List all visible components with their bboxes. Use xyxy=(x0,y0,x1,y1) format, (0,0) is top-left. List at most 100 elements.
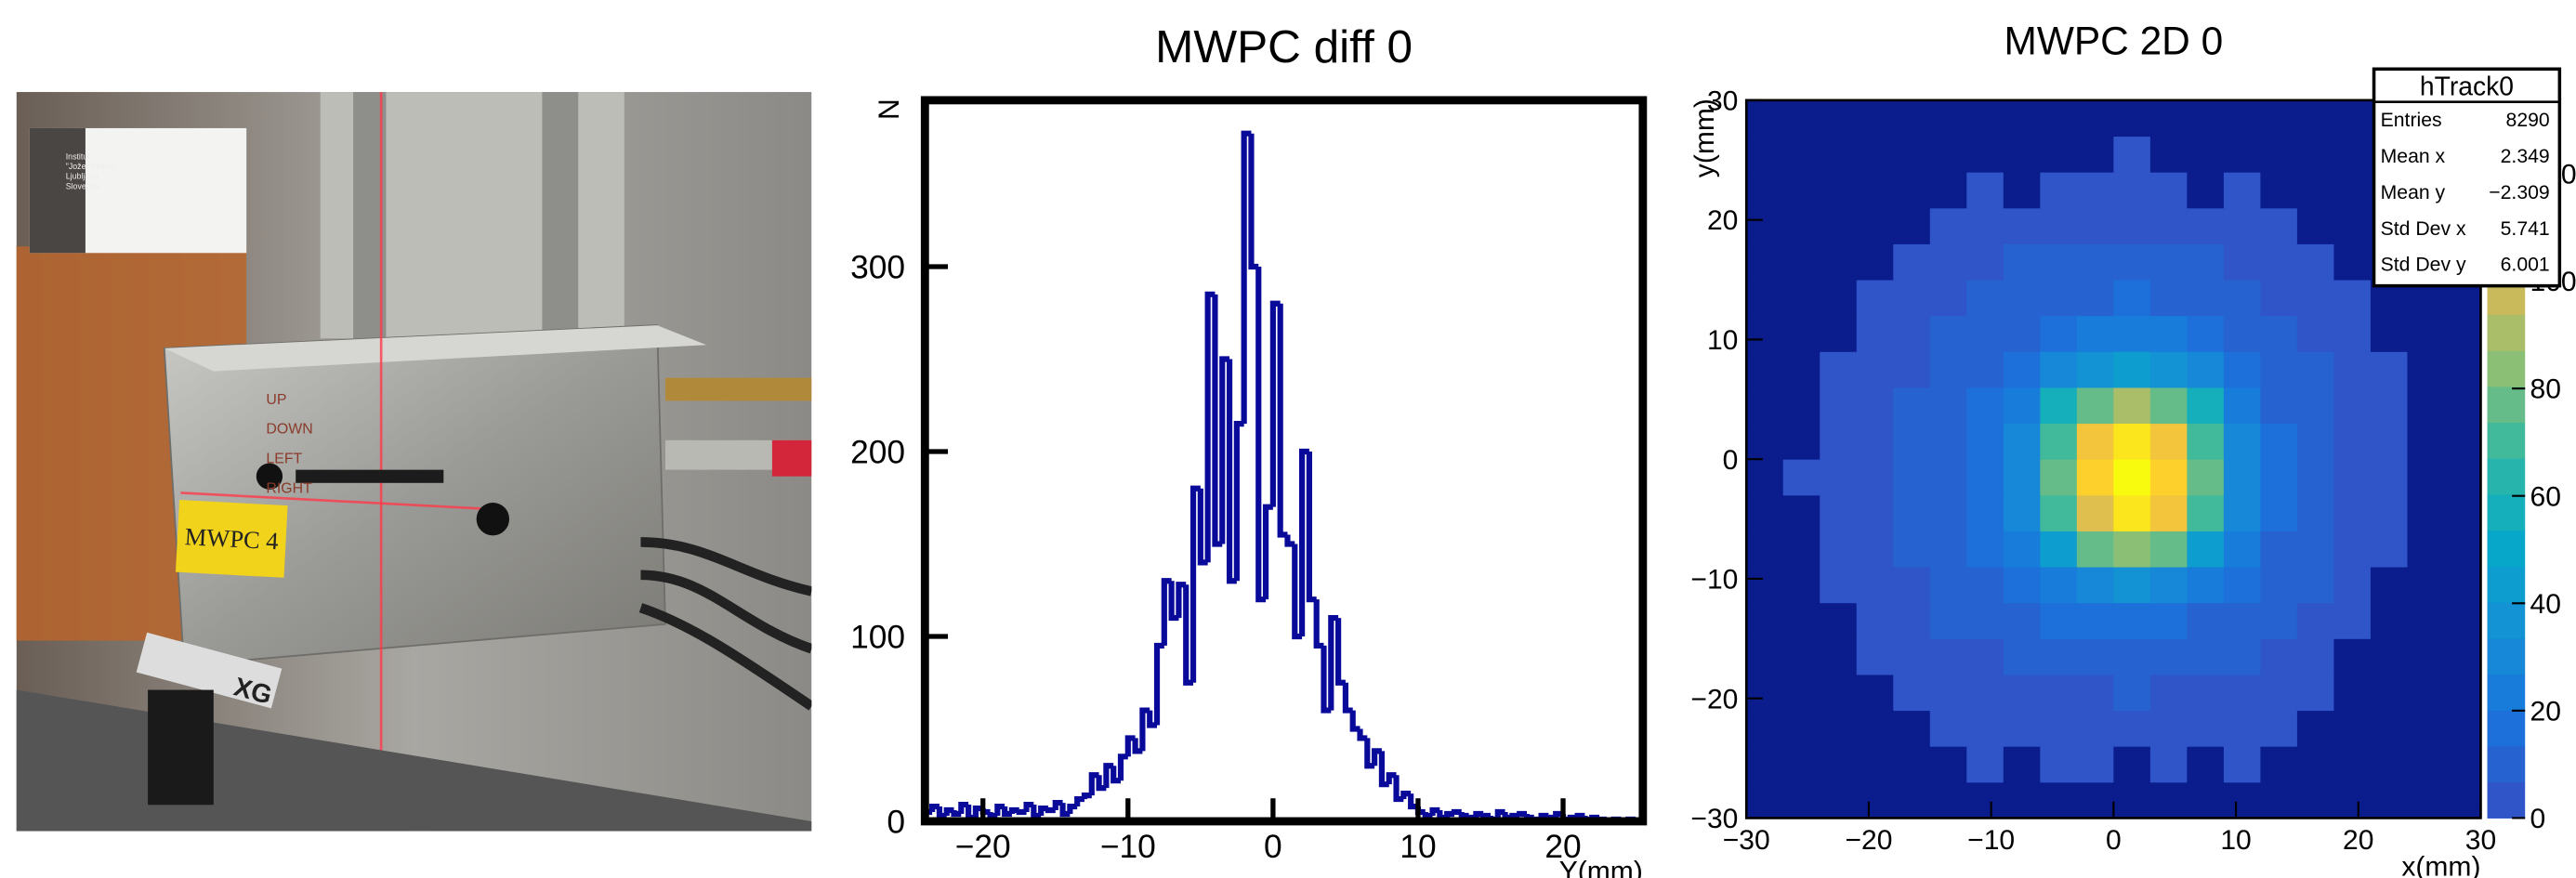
heatmap-cell xyxy=(1893,494,1931,531)
heatmap-cell xyxy=(2296,280,2334,317)
histogram-bin xyxy=(1335,618,1346,686)
heatmap-cell xyxy=(1966,494,2004,531)
y-tick-label: 100 xyxy=(850,619,905,655)
heatmap-cell xyxy=(2223,710,2261,747)
heatmap-cell xyxy=(2187,781,2225,819)
heatmap-cell xyxy=(2040,674,2078,712)
heatmap-cell xyxy=(2113,781,2151,819)
heatmap-cell xyxy=(2296,172,2334,209)
heatmap-cell xyxy=(2149,315,2188,352)
heatmap-cell xyxy=(1929,99,1967,138)
heatmap-cell xyxy=(1966,531,2004,568)
heatmap-cell xyxy=(1820,638,1858,675)
histogram-bin xyxy=(1277,303,1288,538)
stats-label: Std Dev x xyxy=(2381,218,2466,240)
histogram-bin xyxy=(1117,754,1128,781)
histogram-chart: MWPC diff 0 N Y(mm) 0 100 200 300 −20 −10 0 10 20 xyxy=(850,21,1648,878)
heatmap-cell xyxy=(2003,746,2041,783)
heatmap-cell xyxy=(1820,746,1858,783)
heatmap-cell xyxy=(1893,567,1931,604)
heatmap-cell xyxy=(1966,638,2004,675)
heatmap-cell xyxy=(2187,602,2225,639)
histogram-bin xyxy=(1357,728,1368,741)
heatmap-cell xyxy=(1746,781,1784,819)
heatmap-cell xyxy=(2370,387,2408,425)
heatmap-cell xyxy=(1746,567,1784,604)
heatmap-cell xyxy=(2076,136,2114,173)
heatmap-cell xyxy=(2040,638,2078,675)
heatmap-cell xyxy=(2370,423,2408,460)
tag-card xyxy=(136,632,283,709)
heatmap-cell xyxy=(1966,315,2004,352)
heatmap-cell xyxy=(1893,387,1931,425)
heatmap-cell xyxy=(2223,351,2261,388)
heatmap-cell xyxy=(1746,423,1784,460)
heatmap-cell xyxy=(1893,781,1931,819)
heatmap-cell xyxy=(2187,423,2225,460)
heatmap-cell xyxy=(2149,423,2188,460)
heatmap-cell xyxy=(1929,315,1967,352)
heatmap-cell xyxy=(2040,710,2078,747)
heatmap-cell xyxy=(2187,207,2225,244)
heatmap-cell xyxy=(2443,602,2481,639)
heatmap-cell xyxy=(1856,351,1894,388)
heatmap-cell xyxy=(2296,602,2334,639)
y-tick-label: 0 xyxy=(1723,445,1739,476)
heatmap-cell xyxy=(1966,459,2004,496)
heatmap-cell xyxy=(1856,280,1894,317)
histogram-bin xyxy=(1517,810,1528,818)
heatmap-cell xyxy=(1782,674,1820,712)
hole xyxy=(476,503,510,536)
heatmap-cell xyxy=(1929,567,1967,604)
heatmap-cell xyxy=(2149,207,2188,244)
heatmap-cell xyxy=(2076,423,2114,460)
heatmap-cell xyxy=(2003,136,2041,173)
heatmap-cell xyxy=(2223,459,2261,496)
heatmap-cell xyxy=(1820,172,1858,209)
sticker-text: "Jožef Stefan" xyxy=(66,162,117,171)
heatmap-cell xyxy=(1856,315,1894,352)
heatmap-cell xyxy=(2040,172,2078,209)
heatmap-cell xyxy=(2370,602,2408,639)
heatmap-cell xyxy=(2333,567,2372,604)
colorbar-band xyxy=(2487,350,2526,387)
heatmap-cell xyxy=(1966,602,2004,639)
stats-label: Mean x xyxy=(2381,146,2446,167)
heatmap-cell xyxy=(1782,494,1820,531)
heatmap-cell xyxy=(1820,280,1858,317)
heatmap-cell xyxy=(2223,99,2261,138)
histogram-bin xyxy=(1328,614,1339,711)
heatmap-cell xyxy=(1893,602,1931,639)
heatmap-cell xyxy=(1856,459,1894,496)
heatmap-cell xyxy=(2333,207,2372,244)
arrow-label: DOWN xyxy=(266,422,312,438)
heatmap-cell xyxy=(2296,710,2334,747)
heatmap-cell xyxy=(2407,351,2445,388)
heatmap-cell xyxy=(1820,781,1858,819)
heatmap-cell xyxy=(2040,207,2078,244)
heatmap-cell xyxy=(1893,136,1931,173)
heatmap-cell xyxy=(2443,746,2481,783)
x-tick-label: 10 xyxy=(1400,829,1436,865)
heatmap-cell xyxy=(2296,136,2334,173)
histogram-bin xyxy=(1480,812,1491,819)
heatmap-cell xyxy=(2333,781,2372,819)
heatmap-cell xyxy=(1966,674,2004,712)
heatmap-cell xyxy=(2407,710,2445,747)
photo-label: MWPC 4 xyxy=(184,522,279,555)
heatmap-cell xyxy=(1820,243,1858,281)
heatmap-cell xyxy=(1782,459,1820,496)
heatmap-cell xyxy=(2040,459,2078,496)
heatmap-cell xyxy=(2370,638,2408,675)
heatmap-cell xyxy=(1746,136,1784,173)
heatmap-cell xyxy=(1782,99,1820,138)
heatmap-cell xyxy=(2296,387,2334,425)
heatmap-cell xyxy=(2187,746,2225,783)
y-tick-label: 200 xyxy=(850,434,905,470)
heatmap-cell xyxy=(2296,243,2334,281)
heatmap-cell xyxy=(2040,351,2078,388)
heatmap-cell xyxy=(1746,638,1784,675)
histogram-bin xyxy=(1574,812,1585,819)
heatmap-cell xyxy=(2149,387,2188,425)
